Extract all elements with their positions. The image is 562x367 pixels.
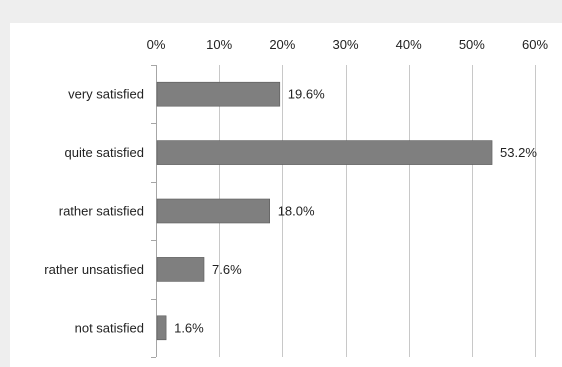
data-label: 18.0% xyxy=(278,204,315,219)
x-tick-label: 30% xyxy=(332,37,358,52)
x-tick-label: 20% xyxy=(269,37,295,52)
x-tick-label: 0% xyxy=(147,37,166,52)
bar xyxy=(156,198,270,224)
data-label: 19.6% xyxy=(288,87,325,102)
bar xyxy=(156,81,281,107)
category-label: rather satisfied xyxy=(59,204,144,219)
x-tick-label: 10% xyxy=(206,37,232,52)
x-tick-label: 40% xyxy=(396,37,422,52)
category-label: quite satisfied xyxy=(65,145,145,160)
data-label: 53.2% xyxy=(500,145,537,160)
category-label: not satisfied xyxy=(75,320,144,335)
bar xyxy=(156,140,493,165)
data-label: 1.6% xyxy=(174,320,204,335)
bar xyxy=(156,257,205,282)
x-tick-label: 60% xyxy=(522,37,548,52)
category-label: rather unsatisfied xyxy=(44,262,144,277)
data-label: 7.6% xyxy=(212,262,242,277)
x-tick-label: 50% xyxy=(459,37,485,52)
bar xyxy=(156,315,167,341)
category-label: very satisfied xyxy=(68,87,144,102)
chart-panel xyxy=(10,23,562,367)
